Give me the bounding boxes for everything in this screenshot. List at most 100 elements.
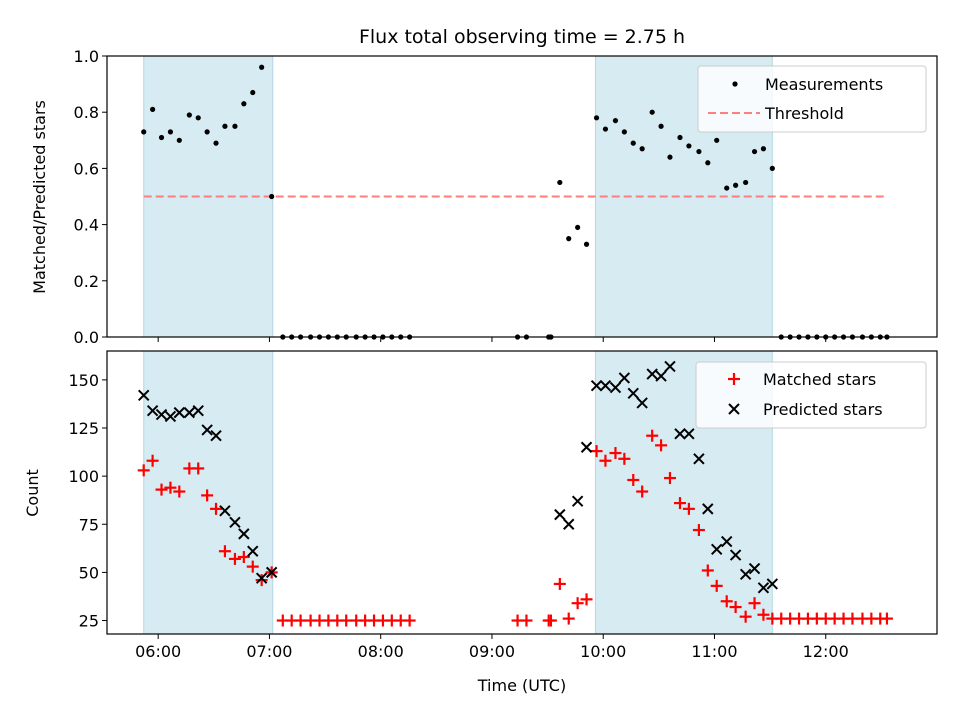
measurement-point: [204, 129, 210, 135]
x-axis-label: Time (UTC): [477, 676, 566, 695]
measurement-point: [195, 115, 201, 121]
predicted-star-point: [702, 503, 714, 515]
matched-star-point: [237, 550, 250, 563]
chart-title: Flux total observing time = 2.75 h: [359, 26, 685, 48]
predicted-star-point: [655, 370, 667, 382]
predicted-star-point: [721, 535, 733, 548]
measurement-point: [593, 115, 600, 121]
predicted-star-point: [580, 441, 593, 453]
matched-star-point: [571, 597, 584, 610]
legend-marker-measurements: [732, 81, 738, 87]
predicted-star-point: [238, 528, 250, 540]
matched-star-point: [880, 612, 893, 625]
matched-star-point: [294, 614, 307, 627]
shaded-span: [143, 350, 274, 635]
measurement-point: [241, 101, 247, 107]
matched-star-point: [710, 579, 723, 592]
predicted-star-point: [219, 505, 231, 517]
matched-star-point: [146, 454, 159, 467]
measurement-point: [575, 224, 581, 231]
measurement-point: [176, 137, 182, 143]
measurement-point: [269, 193, 275, 200]
x-tick-label: 12:00: [803, 642, 849, 661]
measurement-point: [158, 134, 165, 141]
matched-star-point: [655, 439, 668, 452]
measurement-point: [696, 148, 702, 155]
matched-star-point: [173, 485, 186, 498]
matched-star-point: [609, 447, 622, 460]
predicted-star-point: [766, 578, 779, 590]
matched-star-point: [155, 483, 168, 496]
matched-star-point: [192, 462, 205, 475]
measurement-point: [733, 182, 739, 188]
legend-label-predicted-stars: Predicted stars: [763, 400, 883, 419]
matched-star-point: [720, 595, 733, 608]
predicted-star-point: [563, 518, 575, 530]
measurement-point: [259, 64, 265, 70]
predicted-star-point: [173, 406, 186, 419]
matched-star-point: [757, 608, 770, 621]
matched-star-point: [210, 502, 223, 515]
measurement-point: [658, 123, 664, 129]
ratio-y-axis-label: Matched/Predicted stars: [30, 100, 49, 294]
measurement-point: [566, 236, 572, 242]
matched-star-point: [682, 502, 695, 515]
measurement-point: [186, 112, 192, 118]
measurement-point: [232, 123, 238, 129]
matched-star-point: [748, 597, 761, 610]
measurement-point: [250, 89, 256, 96]
predicted-star-point: [255, 572, 268, 584]
matched-star-point: [618, 452, 631, 465]
matched-star-point: [636, 485, 649, 498]
predicted-star-point: [138, 389, 150, 401]
predicted-star-point: [164, 410, 177, 423]
predicted-star-point: [210, 430, 222, 442]
y-tick-label: 100: [68, 467, 99, 486]
measurement-point: [639, 146, 645, 152]
measurement-point: [649, 109, 655, 115]
measurement-point: [714, 137, 720, 143]
legend-label-measurements: Measurements: [765, 75, 883, 94]
count-y-axis-label: Count: [23, 469, 42, 517]
predicted-star-point: [748, 562, 761, 575]
count-panel: 25 50 75 100 125 150 06:00 07:00 08:00 09:00 10:0…: [23, 350, 938, 695]
y-tick-label: 0.2: [74, 272, 99, 291]
predicted-star-point: [265, 566, 278, 579]
matched-star-point: [580, 593, 593, 606]
matched-star-point: [663, 472, 676, 485]
predicted-star-point: [599, 379, 612, 392]
predicted-star-point: [757, 582, 770, 594]
matched-star-point: [403, 614, 416, 627]
legend-label-matched-stars: Matched stars: [763, 370, 876, 389]
predicted-star-point: [739, 568, 752, 581]
measurement-point: [705, 160, 711, 166]
matched-star-point: [846, 612, 859, 625]
y-tick-label: 25: [79, 612, 99, 631]
matched-star-point: [562, 612, 575, 625]
y-tick-label: 0.8: [74, 103, 99, 122]
measurement-point: [769, 165, 775, 171]
predicted-star-point: [590, 379, 603, 392]
predicted-star-point: [229, 516, 241, 529]
matched-star-point: [627, 473, 640, 486]
measurement-point: [630, 140, 636, 146]
predicted-star-point: [664, 360, 676, 373]
measurement-point: [150, 106, 156, 112]
matched-star-point: [164, 481, 177, 494]
predicted-star-point: [636, 397, 648, 409]
predicted-star-point: [192, 404, 204, 417]
measurement-point: [667, 154, 673, 160]
predicted-star-point: [609, 381, 622, 394]
measurement-point: [167, 129, 174, 135]
measurement-point: [751, 148, 758, 155]
predicted-star-point: [674, 428, 686, 440]
count-legend: Matched stars Predicted stars: [695, 361, 927, 429]
y-tick-label: 125: [68, 419, 99, 438]
y-tick-label: 0.4: [74, 216, 99, 235]
predicted-star-point: [571, 495, 584, 507]
predicted-star-point: [646, 368, 658, 380]
measurement-point: [612, 118, 619, 124]
predicted-star-point: [683, 428, 695, 440]
measurement-point: [760, 146, 767, 152]
measurement-point: [222, 123, 228, 129]
